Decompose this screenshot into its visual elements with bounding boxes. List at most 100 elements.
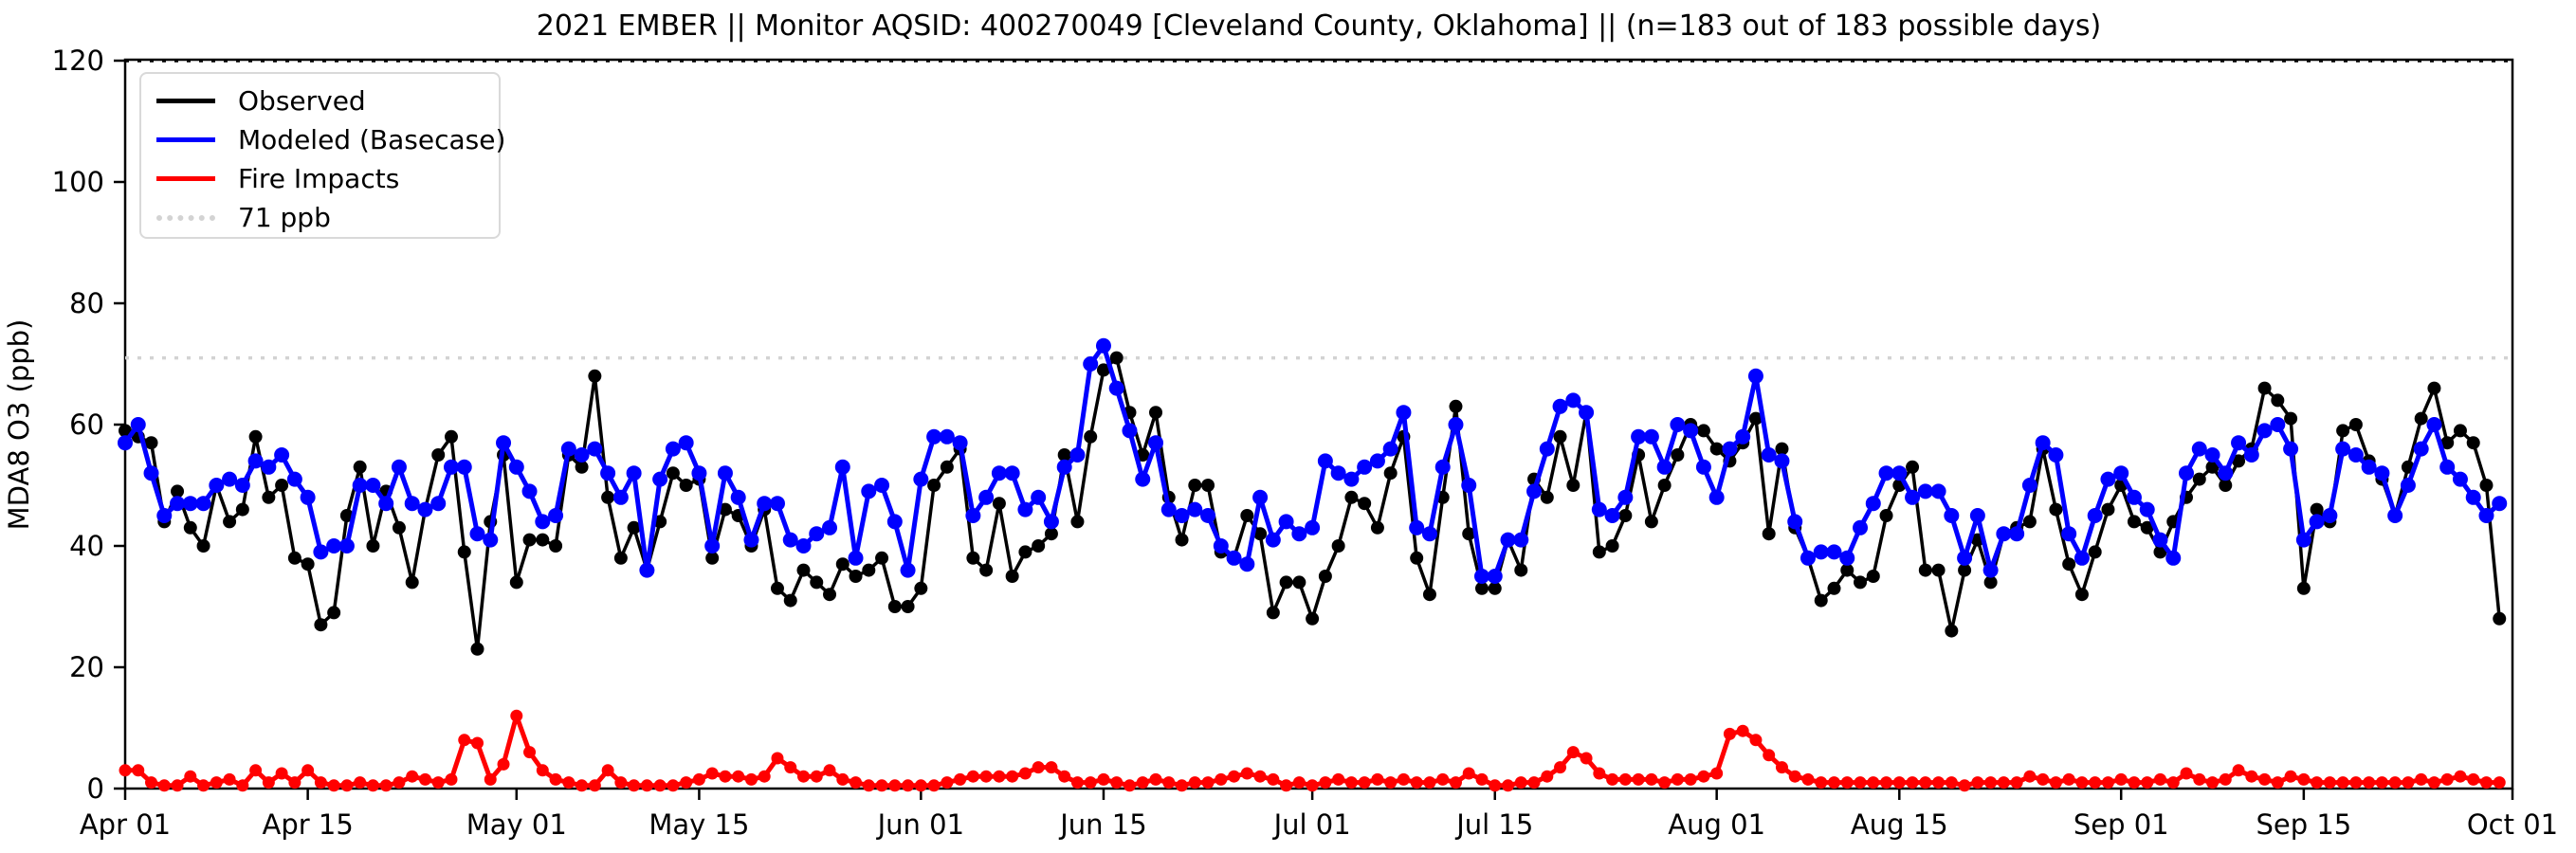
observed-line-marker (666, 466, 680, 481)
observed-line-marker (1318, 570, 1332, 583)
fire-line-marker (1358, 776, 1371, 789)
fire-line-marker (510, 709, 523, 722)
observed-line-marker (849, 570, 863, 583)
modeled-line-marker (170, 496, 186, 512)
modeled-line-marker (1357, 459, 1373, 475)
modeled-line-marker (848, 550, 864, 566)
fire-line-marker (1423, 776, 1436, 789)
modeled-line-marker (2179, 465, 2195, 481)
fire-line-marker (197, 779, 210, 792)
fire-line-marker (1801, 772, 1815, 786)
modeled-line-marker (143, 465, 159, 481)
observed-line-marker (1070, 515, 1085, 529)
fire-line-marker (653, 779, 667, 792)
observed-line-marker (601, 490, 615, 504)
modeled-line-marker (1069, 447, 1086, 463)
modeled-line-marker (1434, 459, 1451, 475)
modeled-line-marker (456, 459, 472, 475)
fire-line-marker (2089, 776, 2102, 789)
modeled-line-marker (2270, 417, 2286, 432)
fire-line-marker (1410, 776, 1423, 789)
observed-line-marker (901, 600, 915, 613)
fire-line-marker (614, 776, 628, 789)
modeled-line-marker (2100, 471, 2116, 487)
observed-line-marker (2219, 479, 2233, 492)
fire-line-marker (2479, 776, 2493, 789)
observed-line-marker (1553, 429, 1567, 444)
observed-line-marker (1370, 520, 1384, 535)
fire-line-marker (784, 761, 797, 774)
modeled-line-marker (1409, 519, 1425, 535)
fire-line-marker (275, 767, 288, 780)
fire-line-marker (2402, 776, 2415, 789)
legend-label: 71 ppb (238, 202, 331, 233)
fire-line-marker (1097, 772, 1110, 786)
fire-line-marker (1228, 770, 1241, 783)
x-tick-label: Oct 01 (2467, 808, 2558, 841)
observed-line-marker (2493, 611, 2507, 626)
modeled-line-marker (991, 465, 1007, 481)
fire-line-marker (1919, 776, 1932, 789)
modeled-line-marker (1305, 519, 1321, 535)
modeled-line-marker (1317, 453, 1333, 469)
observed-line-marker (2310, 502, 2324, 517)
fire-line-marker (171, 779, 184, 792)
fire-line-marker (366, 779, 379, 792)
observed-line-marker (862, 563, 876, 577)
fire-line-marker (1554, 761, 1567, 774)
modeled-line-marker (678, 435, 694, 451)
modeled-line-marker (822, 519, 838, 535)
fire-line-marker (575, 779, 589, 792)
observed-line-marker (2296, 581, 2311, 595)
fire-line-marker (2153, 772, 2166, 786)
fire-line-marker (1932, 776, 1946, 789)
fire-line-marker (536, 764, 549, 777)
modeled-line-marker (1957, 550, 1973, 566)
modeled-line-marker (2009, 526, 2025, 542)
fire-line-marker (1593, 767, 1606, 780)
modeled-line-marker (626, 465, 642, 481)
fire-line-marker (680, 776, 693, 789)
observed-line-marker (2232, 454, 2246, 468)
modeled-line-marker (1969, 508, 1985, 523)
modeled-line-marker (2361, 459, 2377, 475)
fire-line-marker (340, 779, 354, 792)
observed-line-marker (2127, 515, 2141, 529)
x-tick-label: Apr 15 (262, 808, 353, 841)
observed-line-marker (1344, 490, 1359, 504)
x-tick-label: Jul 15 (1454, 808, 1533, 841)
fire-line-marker (2388, 776, 2402, 789)
modeled-line-marker (782, 532, 798, 548)
fire-line-marker (1867, 776, 1880, 789)
modeled-line-marker (1853, 519, 1869, 535)
legend: Observed Modeled (Basecase) Fire Impacts… (139, 72, 505, 239)
fire-line-marker (354, 776, 367, 789)
fire-line-marker (2232, 764, 2245, 777)
observed-line-marker (1018, 545, 1032, 559)
modeled-line-marker (274, 447, 290, 463)
observed-line-marker (2271, 393, 2285, 408)
fire-line-marker (1319, 776, 1332, 789)
fire-line-marker (458, 734, 471, 747)
fire-line-marker (1306, 779, 1319, 792)
fire-line-marker (2245, 770, 2258, 783)
observed-line-marker (1762, 527, 1776, 541)
modeled-line-marker (574, 447, 590, 463)
modeled-line-marker (612, 489, 629, 505)
modeled-line-marker (2061, 526, 2077, 542)
modeled-line-marker (665, 441, 681, 457)
observed-line-marker (770, 581, 784, 595)
observed-line-marker (613, 551, 628, 565)
y-tick-label: 40 (69, 530, 104, 562)
observed-line-marker (1709, 442, 1724, 456)
modeled-line-marker (1878, 465, 1894, 481)
fire-line-marker (1344, 776, 1358, 789)
modeled-line-marker (1930, 483, 1946, 499)
observed-line-marker (1253, 527, 1268, 541)
modeled-line-marker (1774, 453, 1790, 469)
observed-line-marker (2192, 472, 2206, 486)
observed-line-marker (1514, 563, 1528, 577)
fire-line-marker (1253, 770, 1267, 783)
